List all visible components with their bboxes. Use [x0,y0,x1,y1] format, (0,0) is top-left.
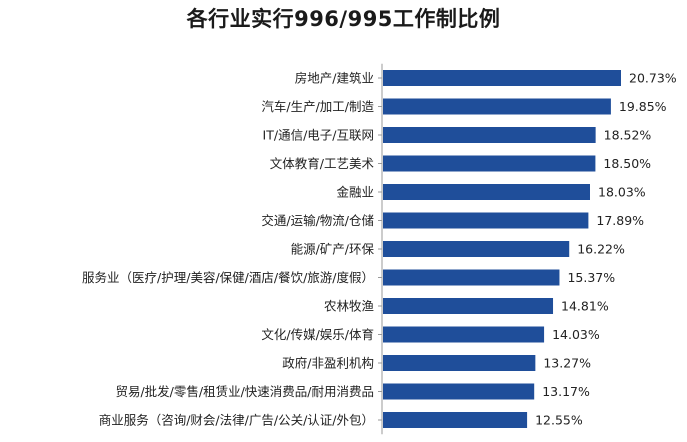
value-label: 17.89% [596,213,644,228]
bar [383,184,590,200]
category-label: 交通/运输/物流/仓储 [261,213,374,228]
category-label: 文体教育/工艺美术 [270,156,375,171]
bar [383,412,528,428]
value-label: 20.73% [629,71,677,86]
value-label: 12.55% [535,413,583,428]
category-label: 房地产/建筑业 [295,71,374,86]
bar [383,298,554,314]
category-label: 文化/传媒/娱乐/体育 [261,327,374,342]
bar [383,269,560,286]
value-label: 18.52% [604,128,652,143]
category-label: 服务业（医疗/护理/美容/保健/酒店/餐饮/旅游/度假） [82,270,374,285]
bar [383,98,611,115]
value-label: 19.85% [619,99,667,114]
value-label: 15.37% [567,270,615,285]
value-label: 14.81% [561,299,609,314]
bar [383,212,589,229]
category-label: 能源/矿产/环保 [291,242,375,257]
category-label: 金融业 [336,185,374,200]
category-label: 商业服务（咨询/财会/法律/广告/公关/认证/外包） [99,413,374,428]
value-label: 16.22% [577,242,625,257]
value-label: 13.17% [542,384,590,399]
category-label: 政府/非盈利机构 [282,356,374,371]
category-label: 贸易/批发/零售/租赁业/快速消费品/耐用消费品 [115,384,374,399]
value-label: 18.03% [598,185,646,200]
bar [383,127,596,143]
category-label: IT/通信/电子/互联网 [263,128,374,143]
category-label: 农林牧渔 [324,299,374,314]
bar [383,241,570,257]
bar [383,355,536,371]
bar [383,155,596,172]
value-label: 18.50% [603,156,651,171]
category-label: 汽车/生产/加工/制造 [261,99,374,114]
bar [383,326,545,343]
value-label: 14.03% [552,327,600,342]
bar [383,70,621,86]
bar [383,383,535,400]
chart-title: 各行业实行996/995工作制比例 [186,7,501,31]
value-label: 13.27% [543,356,591,371]
